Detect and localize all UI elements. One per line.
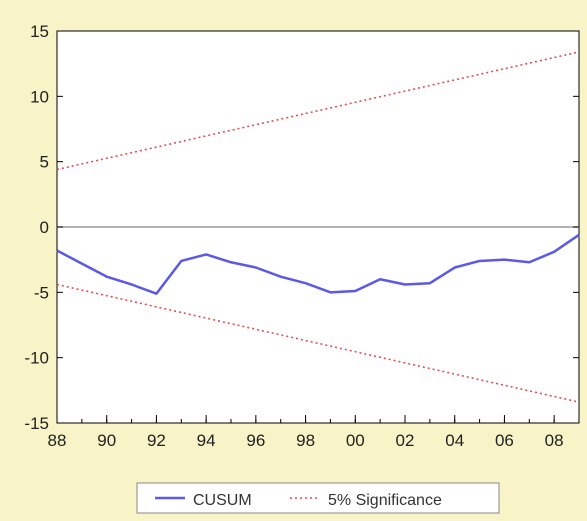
legend-label-5pct-significance: 5% Significance — [328, 492, 442, 509]
y-tick-label: 15 — [30, 22, 49, 41]
x-tick-label: 00 — [346, 431, 365, 450]
y-tick-label: -10 — [24, 349, 49, 368]
x-tick-label: 08 — [545, 431, 564, 450]
y-tick-label: 0 — [40, 218, 49, 237]
legend-label-cusum: CUSUM — [193, 492, 252, 509]
x-tick-label: 06 — [495, 431, 514, 450]
y-tick-label: -15 — [24, 414, 49, 433]
x-tick-label: 92 — [147, 431, 166, 450]
series-line-upper-5pct-significance — [56, 51, 580, 171]
y-tick-label: -5 — [34, 283, 49, 302]
legend-box — [136, 482, 500, 514]
x-tick-label: 04 — [445, 431, 464, 450]
x-tick-label: 02 — [396, 431, 415, 450]
series-line-cusum — [56, 233, 580, 295]
y-tick-label: 10 — [30, 87, 49, 106]
y-tick-label: 5 — [40, 153, 49, 172]
x-tick-label: 96 — [246, 431, 265, 450]
x-tick-label: 88 — [48, 431, 67, 450]
x-tick-label: 94 — [197, 431, 216, 450]
x-tick-label: 98 — [296, 431, 315, 450]
x-tick-label: 90 — [97, 431, 116, 450]
series-line-lower-5pct-significance — [56, 283, 580, 403]
